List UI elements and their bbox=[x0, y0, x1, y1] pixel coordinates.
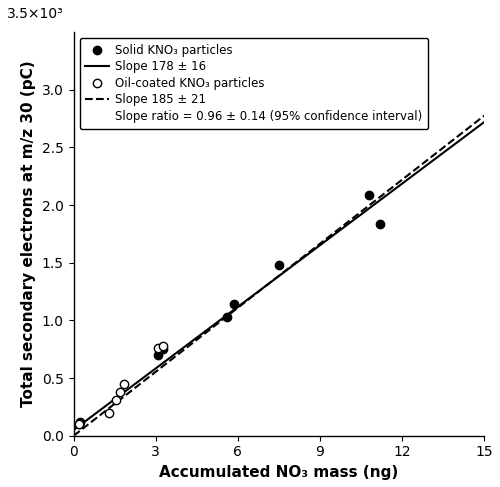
Text: 3.5×10³: 3.5×10³ bbox=[7, 7, 64, 21]
Y-axis label: Total secondary electrons at m/z 30 (pC): Total secondary electrons at m/z 30 (pC) bbox=[22, 60, 36, 407]
X-axis label: Accumulated NO₃ mass (ng): Accumulated NO₃ mass (ng) bbox=[160, 465, 398, 480]
Legend: Solid KNO₃ particles, Slope 178 ± 16, Oil-coated KNO₃ particles, Slope 185 ± 21,: Solid KNO₃ particles, Slope 178 ± 16, Oi… bbox=[80, 38, 428, 129]
